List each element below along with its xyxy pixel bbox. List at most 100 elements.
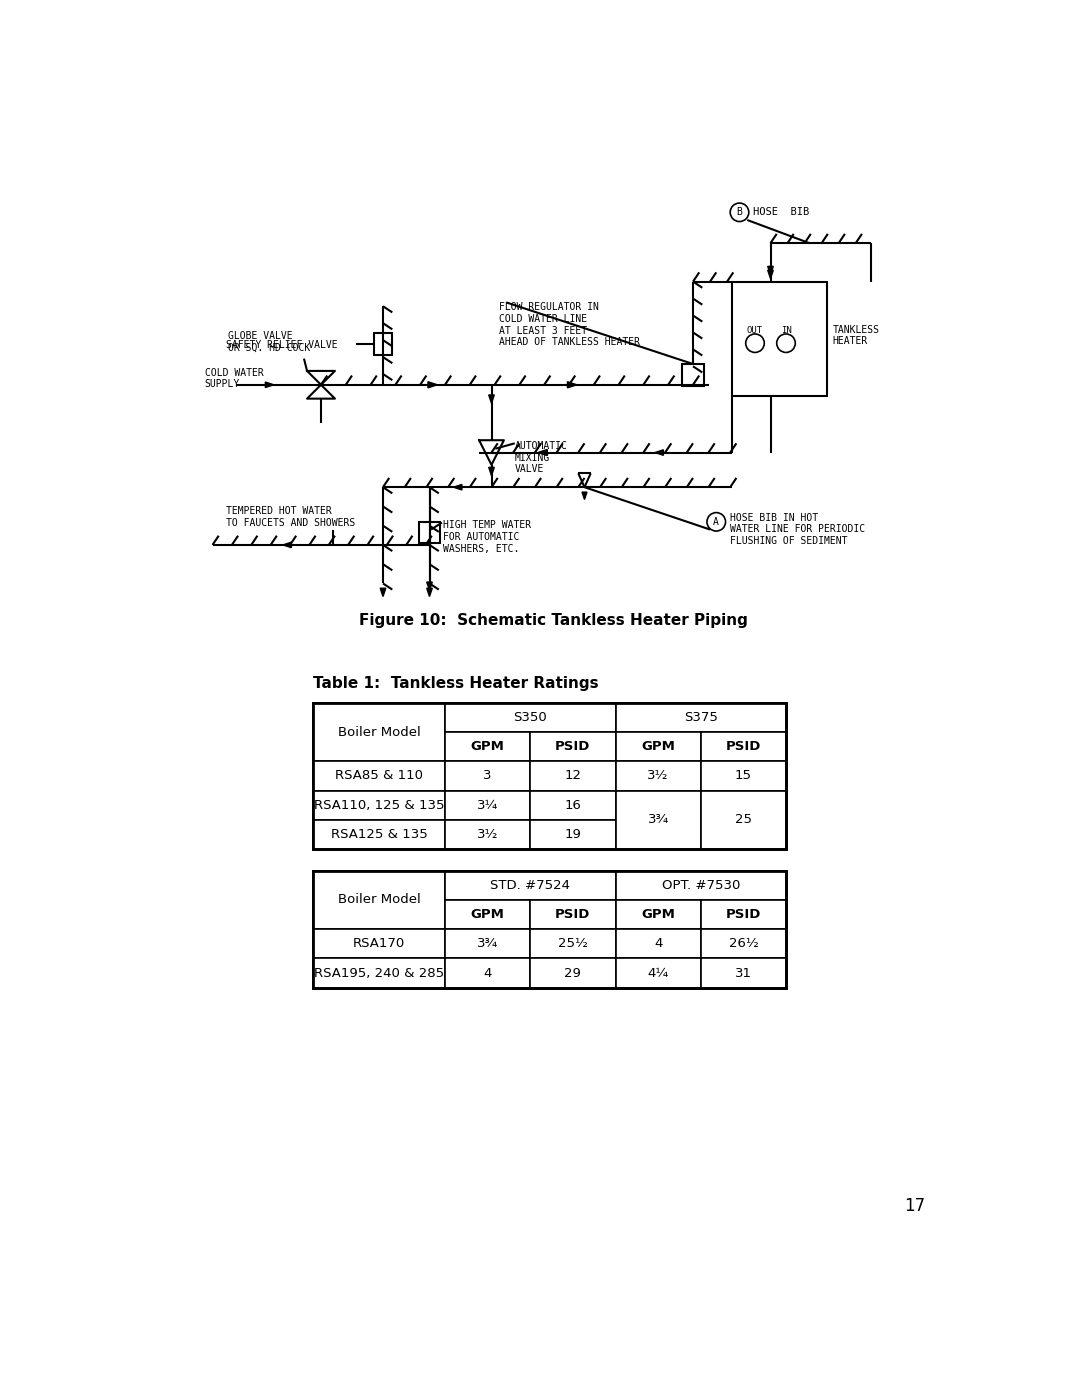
Text: COLD WATER
SUPPLY: COLD WATER SUPPLY bbox=[205, 367, 264, 390]
Text: 3½: 3½ bbox=[647, 770, 669, 782]
Text: GLOBE VALVE
OR SQ. HD COCK: GLOBE VALVE OR SQ. HD COCK bbox=[228, 331, 310, 352]
Text: S375: S375 bbox=[684, 711, 718, 724]
Bar bbox=[701, 929, 786, 958]
Polygon shape bbox=[283, 542, 292, 548]
Text: 25: 25 bbox=[734, 813, 752, 827]
Text: 4: 4 bbox=[484, 967, 491, 979]
Text: 19: 19 bbox=[565, 828, 581, 841]
Bar bbox=[616, 929, 701, 958]
Text: GPM: GPM bbox=[642, 740, 675, 753]
Polygon shape bbox=[538, 450, 548, 455]
Text: SAFETY RELIEF VALVE: SAFETY RELIEF VALVE bbox=[227, 339, 338, 349]
Text: 4¼: 4¼ bbox=[648, 967, 669, 979]
Text: S350: S350 bbox=[513, 711, 548, 724]
Bar bbox=[530, 791, 616, 820]
Text: 4: 4 bbox=[653, 937, 662, 950]
Text: FLOW REGULATOR IN
COLD WATER LINE
AT LEAST 3 FEET
AHEAD OF TANKLESS HEATER: FLOW REGULATOR IN COLD WATER LINE AT LEA… bbox=[499, 302, 640, 348]
Text: 15: 15 bbox=[734, 770, 752, 782]
Text: PSID: PSID bbox=[726, 740, 761, 753]
Text: 25½: 25½ bbox=[558, 937, 588, 950]
Bar bbox=[701, 732, 786, 761]
Bar bbox=[616, 761, 701, 791]
Bar bbox=[530, 929, 616, 958]
Text: 17: 17 bbox=[904, 1197, 926, 1215]
Text: HOSE  BIB: HOSE BIB bbox=[753, 207, 809, 218]
Circle shape bbox=[777, 334, 795, 352]
Text: PSID: PSID bbox=[555, 908, 591, 921]
Text: 16: 16 bbox=[565, 799, 581, 812]
Circle shape bbox=[730, 203, 748, 222]
Polygon shape bbox=[582, 492, 588, 500]
Circle shape bbox=[745, 334, 765, 352]
Bar bbox=[313, 791, 445, 820]
Text: 31: 31 bbox=[734, 967, 752, 979]
Text: A: A bbox=[713, 517, 719, 527]
Text: HIGH TEMP WATER
FOR AUTOMATIC
WASHERS, ETC.: HIGH TEMP WATER FOR AUTOMATIC WASHERS, E… bbox=[444, 520, 531, 553]
Bar bbox=[732, 282, 827, 395]
Bar bbox=[374, 334, 392, 355]
Bar bbox=[313, 761, 445, 791]
Bar bbox=[313, 870, 786, 988]
Text: Boiler Model: Boiler Model bbox=[338, 894, 420, 907]
Bar bbox=[419, 522, 441, 543]
Bar bbox=[313, 929, 445, 958]
Text: RSA170: RSA170 bbox=[353, 937, 405, 950]
Polygon shape bbox=[656, 450, 663, 455]
Text: OUT: OUT bbox=[747, 327, 764, 335]
Bar bbox=[701, 900, 786, 929]
Circle shape bbox=[707, 513, 726, 531]
Text: OPT. #7530: OPT. #7530 bbox=[662, 879, 740, 891]
Bar bbox=[701, 958, 786, 988]
Text: RSA125 & 135: RSA125 & 135 bbox=[330, 828, 428, 841]
Text: B: B bbox=[737, 207, 742, 218]
Polygon shape bbox=[427, 583, 432, 591]
Text: 26½: 26½ bbox=[729, 937, 758, 950]
Bar bbox=[616, 732, 701, 761]
Bar bbox=[445, 870, 616, 900]
Text: Figure 10:  Schematic Tankless Heater Piping: Figure 10: Schematic Tankless Heater Pip… bbox=[359, 613, 748, 627]
Bar bbox=[701, 761, 786, 791]
Bar bbox=[683, 365, 704, 386]
Bar bbox=[616, 791, 701, 849]
Text: RSA195, 240 & 285: RSA195, 240 & 285 bbox=[314, 967, 444, 979]
Text: IN: IN bbox=[781, 327, 792, 335]
Polygon shape bbox=[454, 485, 462, 490]
Polygon shape bbox=[380, 588, 386, 597]
Polygon shape bbox=[768, 267, 773, 275]
Text: GPM: GPM bbox=[642, 908, 675, 921]
Polygon shape bbox=[427, 588, 432, 597]
Text: GPM: GPM bbox=[471, 908, 504, 921]
Text: 3¾: 3¾ bbox=[477, 937, 498, 950]
Text: Boiler Model: Boiler Model bbox=[338, 725, 420, 739]
Polygon shape bbox=[489, 468, 495, 475]
Bar bbox=[616, 958, 701, 988]
Bar bbox=[313, 703, 445, 761]
Text: AUTOMATIC
MIXING
VALVE: AUTOMATIC MIXING VALVE bbox=[515, 441, 568, 474]
Text: TEMPERED HOT WATER
TO FAUCETS AND SHOWERS: TEMPERED HOT WATER TO FAUCETS AND SHOWER… bbox=[227, 506, 355, 528]
Polygon shape bbox=[428, 381, 437, 388]
Text: PSID: PSID bbox=[726, 908, 761, 921]
Text: TANKLESS
HEATER: TANKLESS HEATER bbox=[833, 324, 879, 346]
Bar bbox=[313, 820, 445, 849]
Bar bbox=[701, 791, 786, 849]
Text: RSA85 & 110: RSA85 & 110 bbox=[335, 770, 423, 782]
Bar bbox=[445, 820, 530, 849]
Text: 12: 12 bbox=[565, 770, 581, 782]
Bar bbox=[530, 900, 616, 929]
Bar bbox=[445, 958, 530, 988]
Text: 29: 29 bbox=[565, 967, 581, 979]
Bar bbox=[530, 732, 616, 761]
Bar bbox=[616, 900, 701, 929]
Text: PSID: PSID bbox=[555, 740, 591, 753]
Polygon shape bbox=[266, 381, 273, 387]
Text: Table 1:  Tankless Heater Ratings: Table 1: Tankless Heater Ratings bbox=[313, 676, 599, 692]
Bar bbox=[530, 820, 616, 849]
Polygon shape bbox=[768, 270, 773, 278]
Bar bbox=[445, 732, 530, 761]
Bar bbox=[313, 870, 786, 988]
Text: 3¾: 3¾ bbox=[648, 813, 669, 827]
Bar bbox=[616, 703, 786, 732]
Bar bbox=[445, 900, 530, 929]
Text: 3: 3 bbox=[484, 770, 491, 782]
Bar bbox=[313, 703, 786, 849]
